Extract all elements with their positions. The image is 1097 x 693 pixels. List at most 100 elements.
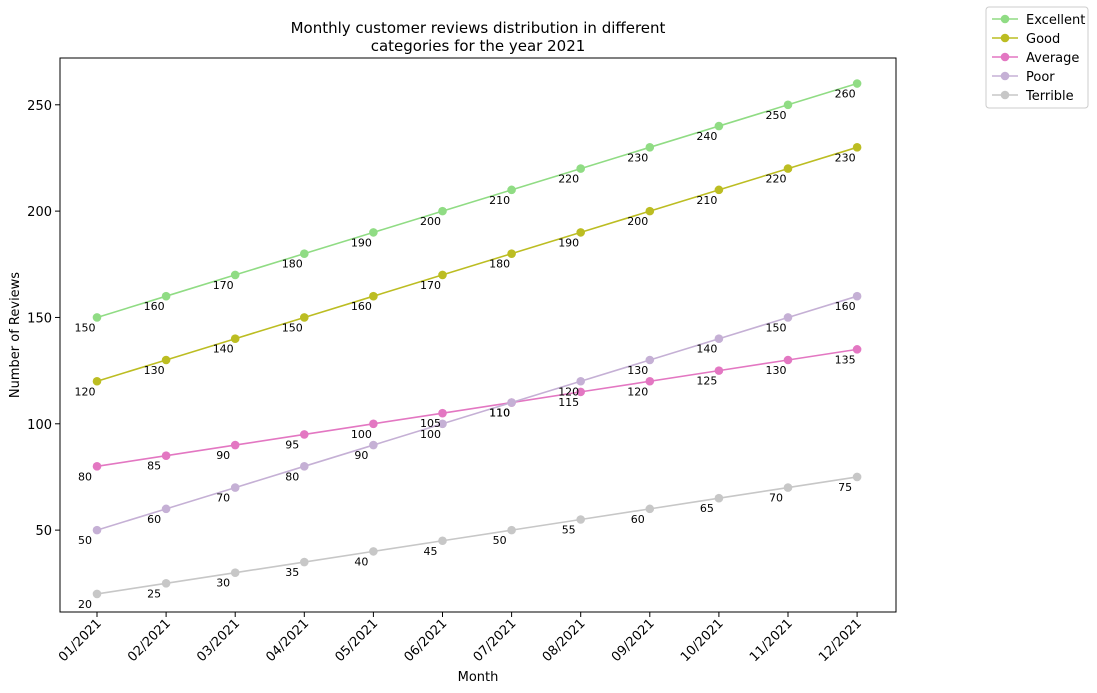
data-point-excellent [507, 185, 516, 195]
legend-marker-average [1000, 52, 1010, 62]
legend-label-excellent: Excellent [1026, 13, 1085, 28]
data-point-good [783, 164, 793, 173]
data-label-good: 200 [627, 215, 648, 228]
x-axis-label: Month [458, 670, 499, 685]
data-point-good [300, 313, 309, 322]
data-point-average [576, 387, 585, 397]
data-point-average [92, 462, 102, 471]
data-point-excellent [230, 270, 240, 280]
data-label-poor: 150 [766, 321, 787, 334]
data-point-terrible [230, 568, 240, 577]
data-label-terrible: 45 [424, 545, 438, 558]
data-label-average: 80 [78, 470, 92, 483]
data-label-poor: 110 [489, 407, 510, 420]
chart-title-line: categories for the year 2021 [371, 37, 586, 55]
y-tick-label: 100 [27, 418, 52, 433]
data-label-poor: 90 [354, 449, 368, 462]
data-point-terrible [714, 493, 724, 503]
data-point-good [645, 206, 655, 216]
data-point-average [783, 355, 793, 365]
data-label-poor: 70 [216, 492, 230, 505]
data-label-poor: 130 [627, 364, 648, 377]
data-label-average: 125 [696, 375, 717, 388]
data-label-good: 220 [766, 173, 787, 186]
data-point-average [438, 408, 447, 418]
x-tick-label: 12/2021 [816, 616, 865, 665]
x-tick-label: 06/2021 [402, 616, 451, 665]
data-point-average [230, 440, 240, 450]
legend-marker-excellent [1000, 14, 1010, 24]
plot-frame [59, 57, 897, 613]
data-point-good [576, 228, 585, 237]
data-label-good: 140 [213, 343, 234, 356]
data-point-good [230, 334, 240, 344]
data-labels-layer: 1501601701801902002102202302402502601201… [75, 88, 856, 611]
data-label-poor: 50 [78, 534, 92, 547]
data-label-excellent: 210 [489, 194, 510, 207]
data-label-excellent: 200 [420, 215, 441, 228]
data-point-excellent [645, 143, 655, 152]
data-label-good: 230 [835, 151, 856, 164]
data-point-poor [438, 419, 447, 429]
data-label-poor: 160 [835, 300, 856, 313]
data-point-excellent [576, 164, 585, 173]
data-point-excellent [438, 206, 447, 216]
data-point-poor [576, 376, 585, 386]
data-label-average: 130 [766, 364, 787, 377]
data-point-poor [300, 462, 309, 471]
data-label-good: 160 [351, 300, 372, 313]
data-label-average: 105 [420, 417, 441, 430]
data-label-terrible: 70 [769, 492, 783, 505]
legend-marker-terrible [1000, 90, 1010, 100]
data-label-excellent: 180 [282, 258, 303, 271]
x-tick-label: 05/2021 [332, 616, 381, 665]
data-label-terrible: 40 [354, 555, 368, 568]
data-label-average: 120 [627, 385, 648, 398]
chart-title: Monthly customer reviews distribution in… [291, 19, 666, 55]
data-point-poor [230, 483, 240, 492]
data-point-poor [783, 313, 793, 322]
y-axis-label: Number of Reviews [8, 272, 23, 398]
data-point-poor [369, 440, 378, 450]
data-label-average: 100 [351, 428, 372, 441]
series-line-average [96, 348, 858, 468]
data-point-average [645, 376, 655, 386]
data-point-average [852, 345, 862, 354]
data-point-good [369, 291, 378, 301]
data-point-excellent [92, 313, 102, 322]
data-label-terrible: 75 [838, 481, 852, 494]
data-label-terrible: 20 [78, 598, 92, 611]
data-point-terrible [438, 536, 447, 546]
data-point-poor [645, 355, 655, 365]
data-point-good [852, 143, 862, 152]
data-label-terrible: 30 [216, 577, 230, 590]
legend-box [985, 6, 1089, 109]
legend-marker-good [1000, 33, 1010, 43]
legend-label-good: Good [1026, 32, 1060, 47]
data-point-excellent [783, 100, 793, 110]
data-label-good: 130 [144, 364, 165, 377]
x-tick-label: 03/2021 [194, 616, 243, 665]
legend-label-average: Average [1026, 51, 1079, 66]
data-label-terrible: 60 [631, 513, 645, 526]
data-point-poor [714, 334, 724, 344]
series-line-excellent [96, 82, 858, 319]
data-label-excellent: 240 [696, 130, 717, 143]
data-label-excellent: 150 [75, 321, 96, 334]
data-label-poor: 80 [285, 470, 299, 483]
y-tick-label: 250 [27, 99, 52, 114]
data-label-terrible: 50 [493, 534, 507, 547]
data-label-good: 170 [420, 279, 441, 292]
data-label-good: 180 [489, 258, 510, 271]
data-label-terrible: 25 [147, 587, 161, 600]
data-label-poor: 120 [558, 385, 579, 398]
data-label-excellent: 260 [835, 88, 856, 101]
data-label-average: 115 [558, 396, 579, 409]
data-point-average [369, 419, 378, 429]
data-label-average: 110 [489, 407, 510, 420]
data-point-good [714, 185, 724, 195]
data-label-terrible: 35 [285, 566, 299, 579]
x-tick-label: 10/2021 [678, 616, 727, 665]
data-point-poor [507, 398, 516, 407]
y-axis: 50 100 150 200 250 Number of Reviews [8, 99, 60, 539]
